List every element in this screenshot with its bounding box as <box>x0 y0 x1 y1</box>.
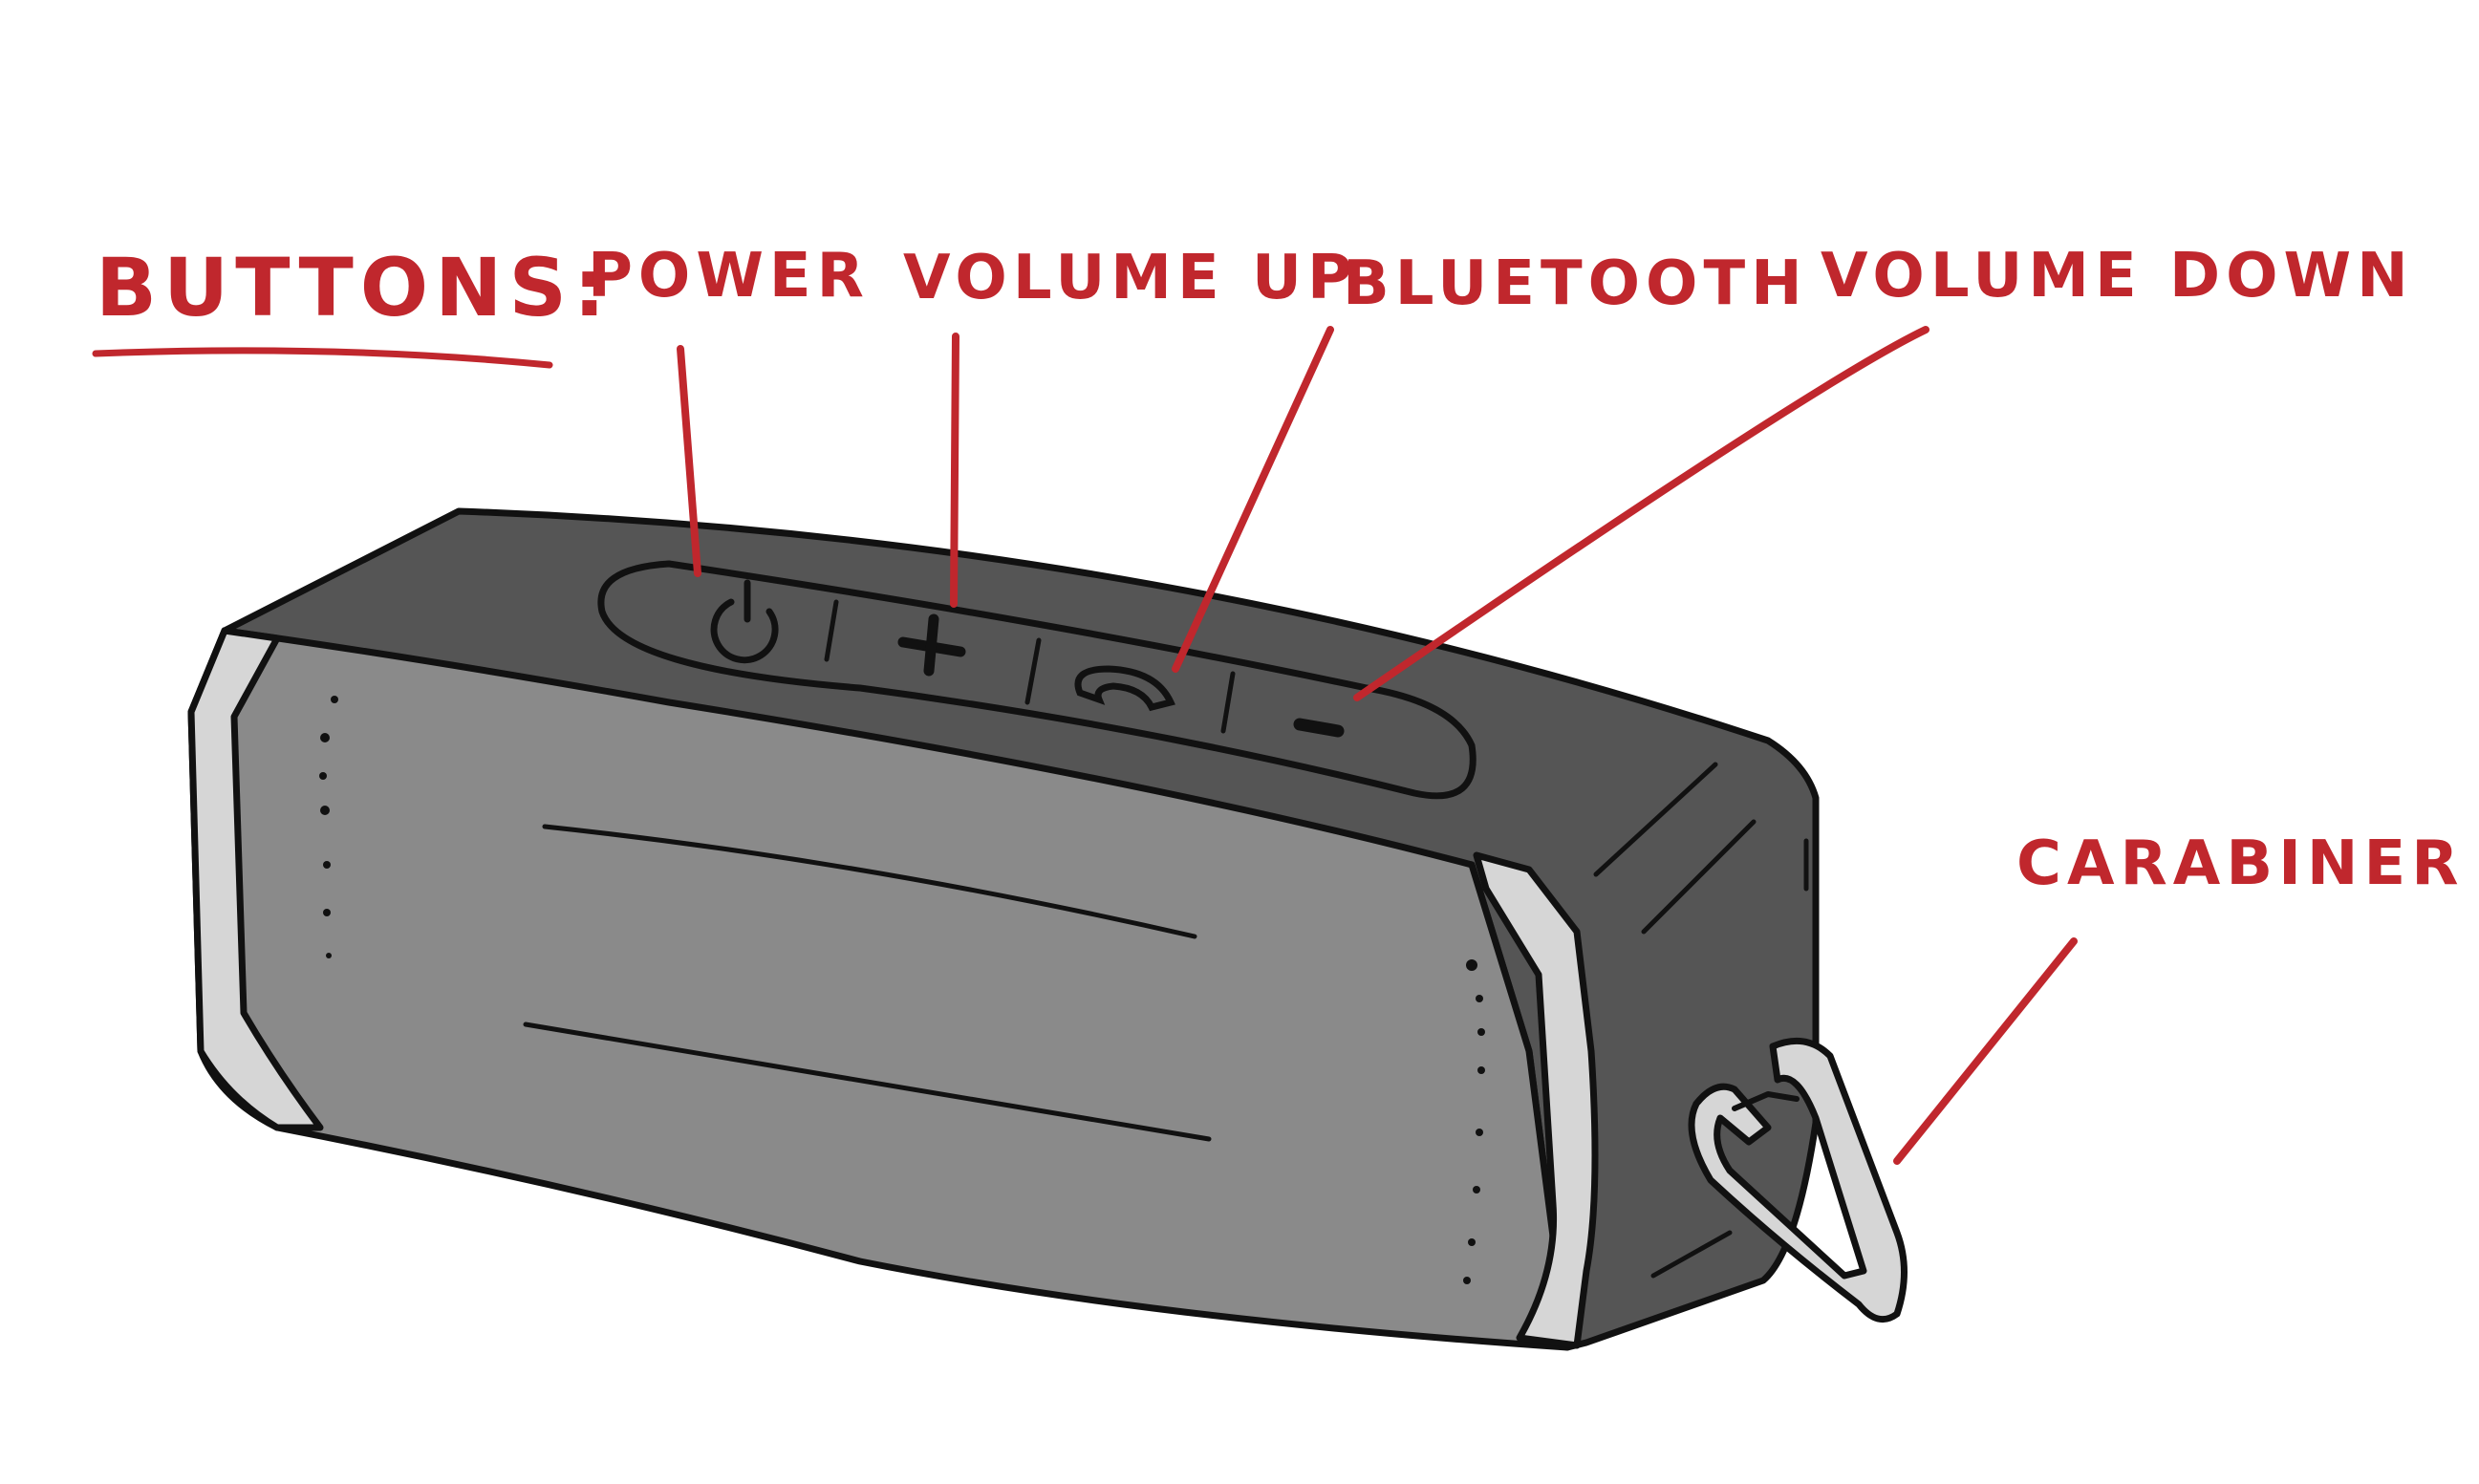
buttons-heading: BUTTONS: <box>96 241 613 334</box>
carabiner-gate <box>1732 1091 1800 1111</box>
leader-volume-up <box>950 333 959 608</box>
heading-underline <box>92 347 553 369</box>
label-bluetooth: BLUETOOTH <box>1343 248 1808 319</box>
end-panel-lines <box>1593 762 1809 1279</box>
bluetooth-phone-icon[interactable] <box>1074 665 1175 712</box>
speaker-front-face <box>187 627 1571 1351</box>
volume-up-icon[interactable] <box>897 613 966 677</box>
divider-2 <box>1024 637 1042 705</box>
label-power: POWER <box>588 241 870 312</box>
leader-carabiner <box>1893 937 2078 1165</box>
leader-bluetooth <box>1172 326 1334 673</box>
bluetooth-speaker <box>187 507 1820 1351</box>
grille-line-bottom <box>523 1022 1212 1142</box>
carabiner <box>1688 1037 1908 1323</box>
right-dot-column <box>1463 959 1485 1284</box>
label-volume-down: VOLUME DOWN <box>1821 241 2414 312</box>
label-volume-up: VOLUME UP <box>903 243 1358 313</box>
leader-lines <box>677 326 2078 1165</box>
power-icon[interactable] <box>710 579 779 664</box>
leader-power <box>677 345 701 577</box>
button-glyphs <box>710 579 1345 738</box>
right-bumper <box>1473 851 1599 1349</box>
divider-3 <box>1220 671 1236 734</box>
label-carabiner: CARABINER <box>2016 828 2464 899</box>
left-bumper <box>187 627 324 1131</box>
carabiner-body <box>1688 1037 1908 1323</box>
annotations: BUTTONS: POWER VOLUME UP BLUETOOTH VOLUM… <box>92 241 2464 1165</box>
divider-1 <box>824 599 839 662</box>
leader-volume-down <box>1353 326 1929 701</box>
volume-down-icon[interactable] <box>1293 718 1345 738</box>
grille-line-top <box>542 824 1197 939</box>
left-dot-column <box>319 696 338 958</box>
button-panel <box>597 560 1477 800</box>
